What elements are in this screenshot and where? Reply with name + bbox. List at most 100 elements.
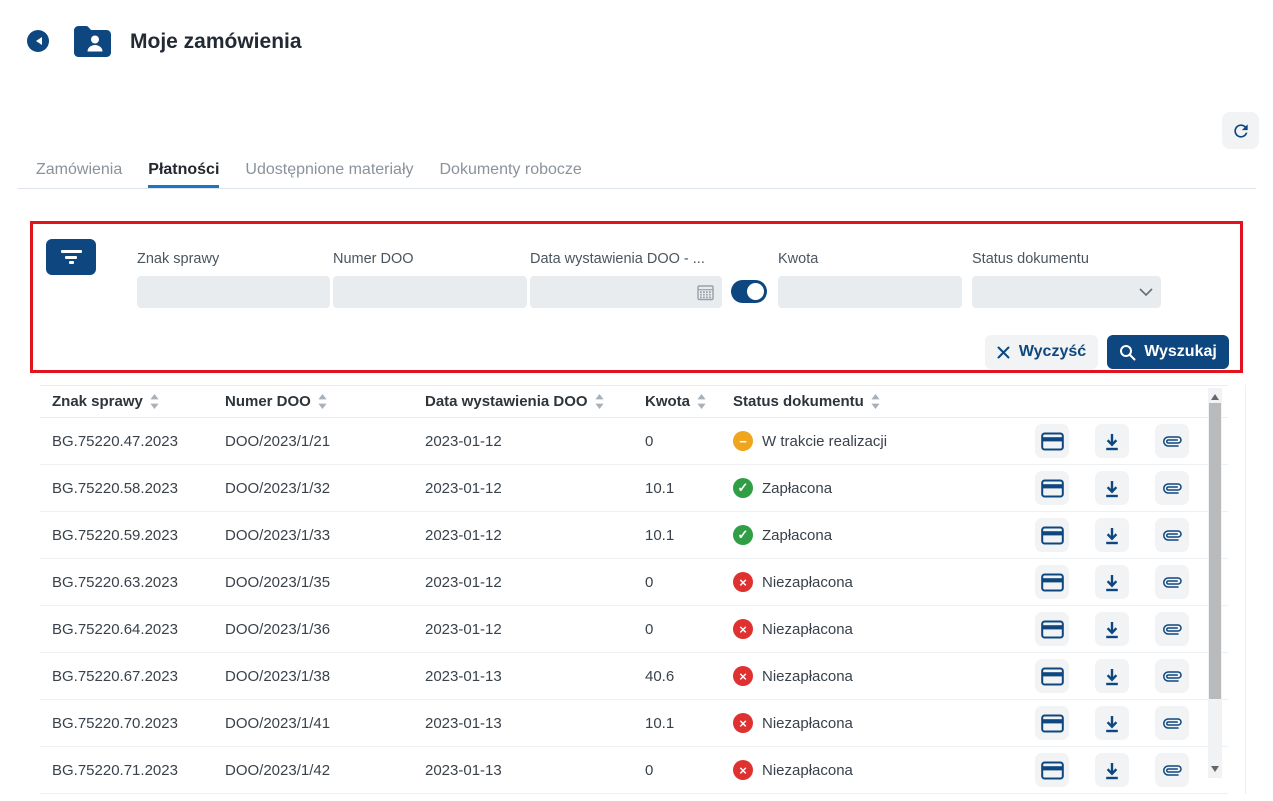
back-button[interactable]: [27, 30, 49, 52]
column-header-kwota[interactable]: Kwota: [645, 393, 733, 410]
cell-znak-sprawy: BG.75220.59.2023: [52, 526, 178, 544]
download-icon: [1106, 527, 1118, 544]
download-button[interactable]: [1095, 612, 1129, 646]
cell-data-wystawienia: 2023-01-13: [425, 714, 502, 732]
status-label: Niezapłacona: [762, 667, 853, 685]
status-label: W trakcie realizacji: [762, 432, 888, 450]
download-button[interactable]: [1095, 565, 1129, 599]
tab-platnosci[interactable]: Płatności: [148, 155, 220, 188]
payment-card-button[interactable]: [1035, 659, 1069, 693]
payment-card-button[interactable]: [1035, 424, 1069, 458]
column-header-znak-sprawy[interactable]: Znak sprawy: [52, 393, 225, 410]
page-title: Moje zamówienia: [130, 30, 302, 53]
toggle-knob: [747, 283, 764, 300]
payment-card-button[interactable]: [1035, 471, 1069, 505]
sort-icon[interactable]: [697, 394, 706, 409]
attachment-button[interactable]: [1155, 659, 1189, 693]
numer-doo-label: Numer DOO: [333, 251, 414, 267]
tab-dokumenty-robocze[interactable]: Dokumenty robocze: [439, 161, 582, 178]
kwota-input[interactable]: [778, 276, 962, 308]
unpaid-status-icon: ×: [733, 760, 753, 780]
table-row: BG.75220.64.2023 DOO/2023/1/36 2023-01-1…: [40, 606, 1228, 653]
payment-card-button[interactable]: [1035, 753, 1069, 787]
cell-numer-doo: DOO/2023/1/21: [225, 432, 331, 450]
refresh-button[interactable]: [1222, 112, 1259, 149]
scrollbar-down-arrow[interactable]: [1211, 766, 1219, 772]
sort-icon[interactable]: [871, 394, 880, 409]
table-scrollbar[interactable]: [1208, 388, 1222, 778]
tab-udostepnione-materialy[interactable]: Udostępnione materiały: [245, 161, 414, 178]
row-actions: [1035, 471, 1228, 505]
scrollbar-thumb[interactable]: [1209, 403, 1221, 699]
kwota-label: Kwota: [778, 251, 819, 267]
cell-znak-sprawy: BG.75220.71.2023: [52, 761, 178, 779]
credit-card-icon: [1040, 761, 1064, 779]
cell-kwota: 10.1: [645, 526, 675, 544]
table-row: BG.75220.47.2023 DOO/2023/1/21 2023-01-1…: [40, 418, 1228, 465]
znak-sprawy-input[interactable]: [137, 276, 330, 308]
status-dokumentu-select[interactable]: [972, 276, 1161, 308]
download-button[interactable]: [1095, 659, 1129, 693]
column-label: Znak sprawy: [52, 393, 143, 410]
cell-kwota: 10.1: [645, 714, 675, 732]
download-button[interactable]: [1095, 471, 1129, 505]
attachment-button[interactable]: [1155, 424, 1189, 458]
search-button-label: Wyszukaj: [1144, 343, 1217, 360]
attachment-button[interactable]: [1155, 518, 1189, 552]
download-icon: [1106, 621, 1118, 638]
payment-card-button[interactable]: [1035, 565, 1069, 599]
in-progress-status-icon: −: [733, 431, 753, 451]
payment-card-button[interactable]: [1035, 706, 1069, 740]
search-button[interactable]: Wyszukaj: [1107, 335, 1229, 369]
cell-kwota: 0: [645, 761, 654, 779]
data-wystawienia-label: Data wystawienia DOO - ...: [530, 251, 705, 267]
filter-button[interactable]: [46, 239, 96, 275]
payment-card-button[interactable]: [1035, 518, 1069, 552]
attachment-button[interactable]: [1155, 753, 1189, 787]
cell-status-dokumentu: × Niezapłacona: [733, 572, 1035, 592]
attachment-button[interactable]: [1155, 565, 1189, 599]
paperclip-icon: [1162, 435, 1182, 447]
attachment-button[interactable]: [1155, 706, 1189, 740]
cell-kwota: 0: [645, 620, 654, 638]
status-label: Niezapłacona: [762, 573, 853, 591]
credit-card-icon: [1040, 667, 1064, 685]
clear-button[interactable]: Wyczyść: [985, 335, 1098, 369]
row-actions: [1035, 706, 1228, 740]
column-label: Data wystawienia DOO: [425, 393, 588, 410]
cell-znak-sprawy: BG.75220.67.2023: [52, 667, 178, 685]
unpaid-status-icon: ×: [733, 713, 753, 733]
clear-x-icon: [997, 346, 1010, 358]
tab-zamowienia[interactable]: Zamówienia: [36, 161, 123, 178]
download-button[interactable]: [1095, 753, 1129, 787]
table-row: BG.75220.71.2023 DOO/2023/1/42 2023-01-1…: [40, 747, 1228, 794]
cell-znak-sprawy: BG.75220.64.2023: [52, 620, 178, 638]
column-header-numer-doo[interactable]: Numer DOO: [225, 393, 425, 410]
field-status-dokumentu: Status dokumentu: [972, 251, 1161, 308]
unpaid-status-icon: ×: [733, 619, 753, 639]
paperclip-icon: [1162, 576, 1182, 588]
date-range-toggle[interactable]: [731, 280, 767, 303]
sort-icon[interactable]: [318, 394, 327, 409]
attachment-button[interactable]: [1155, 471, 1189, 505]
sort-icon[interactable]: [150, 394, 159, 409]
sort-icon[interactable]: [594, 394, 604, 409]
payment-card-button[interactable]: [1035, 612, 1069, 646]
attachment-button[interactable]: [1155, 612, 1189, 646]
numer-doo-input[interactable]: [333, 276, 527, 308]
credit-card-icon: [1040, 714, 1064, 732]
download-button[interactable]: [1095, 518, 1129, 552]
column-header-data-wystawienia[interactable]: Data wystawienia DOO: [425, 393, 645, 410]
column-header-status-dokumentu[interactable]: Status dokumentu: [733, 393, 1035, 410]
download-button[interactable]: [1095, 706, 1129, 740]
status-label: Niezapłacona: [762, 714, 853, 732]
unpaid-status-icon: ×: [733, 572, 753, 592]
data-wystawienia-input[interactable]: [530, 276, 722, 308]
cell-numer-doo: DOO/2023/1/38: [225, 667, 331, 685]
calendar-icon[interactable]: [697, 284, 714, 301]
row-actions: [1035, 565, 1228, 599]
scrollbar-up-arrow[interactable]: [1211, 394, 1219, 400]
download-button[interactable]: [1095, 424, 1129, 458]
status-label: Niezapłacona: [762, 761, 853, 779]
